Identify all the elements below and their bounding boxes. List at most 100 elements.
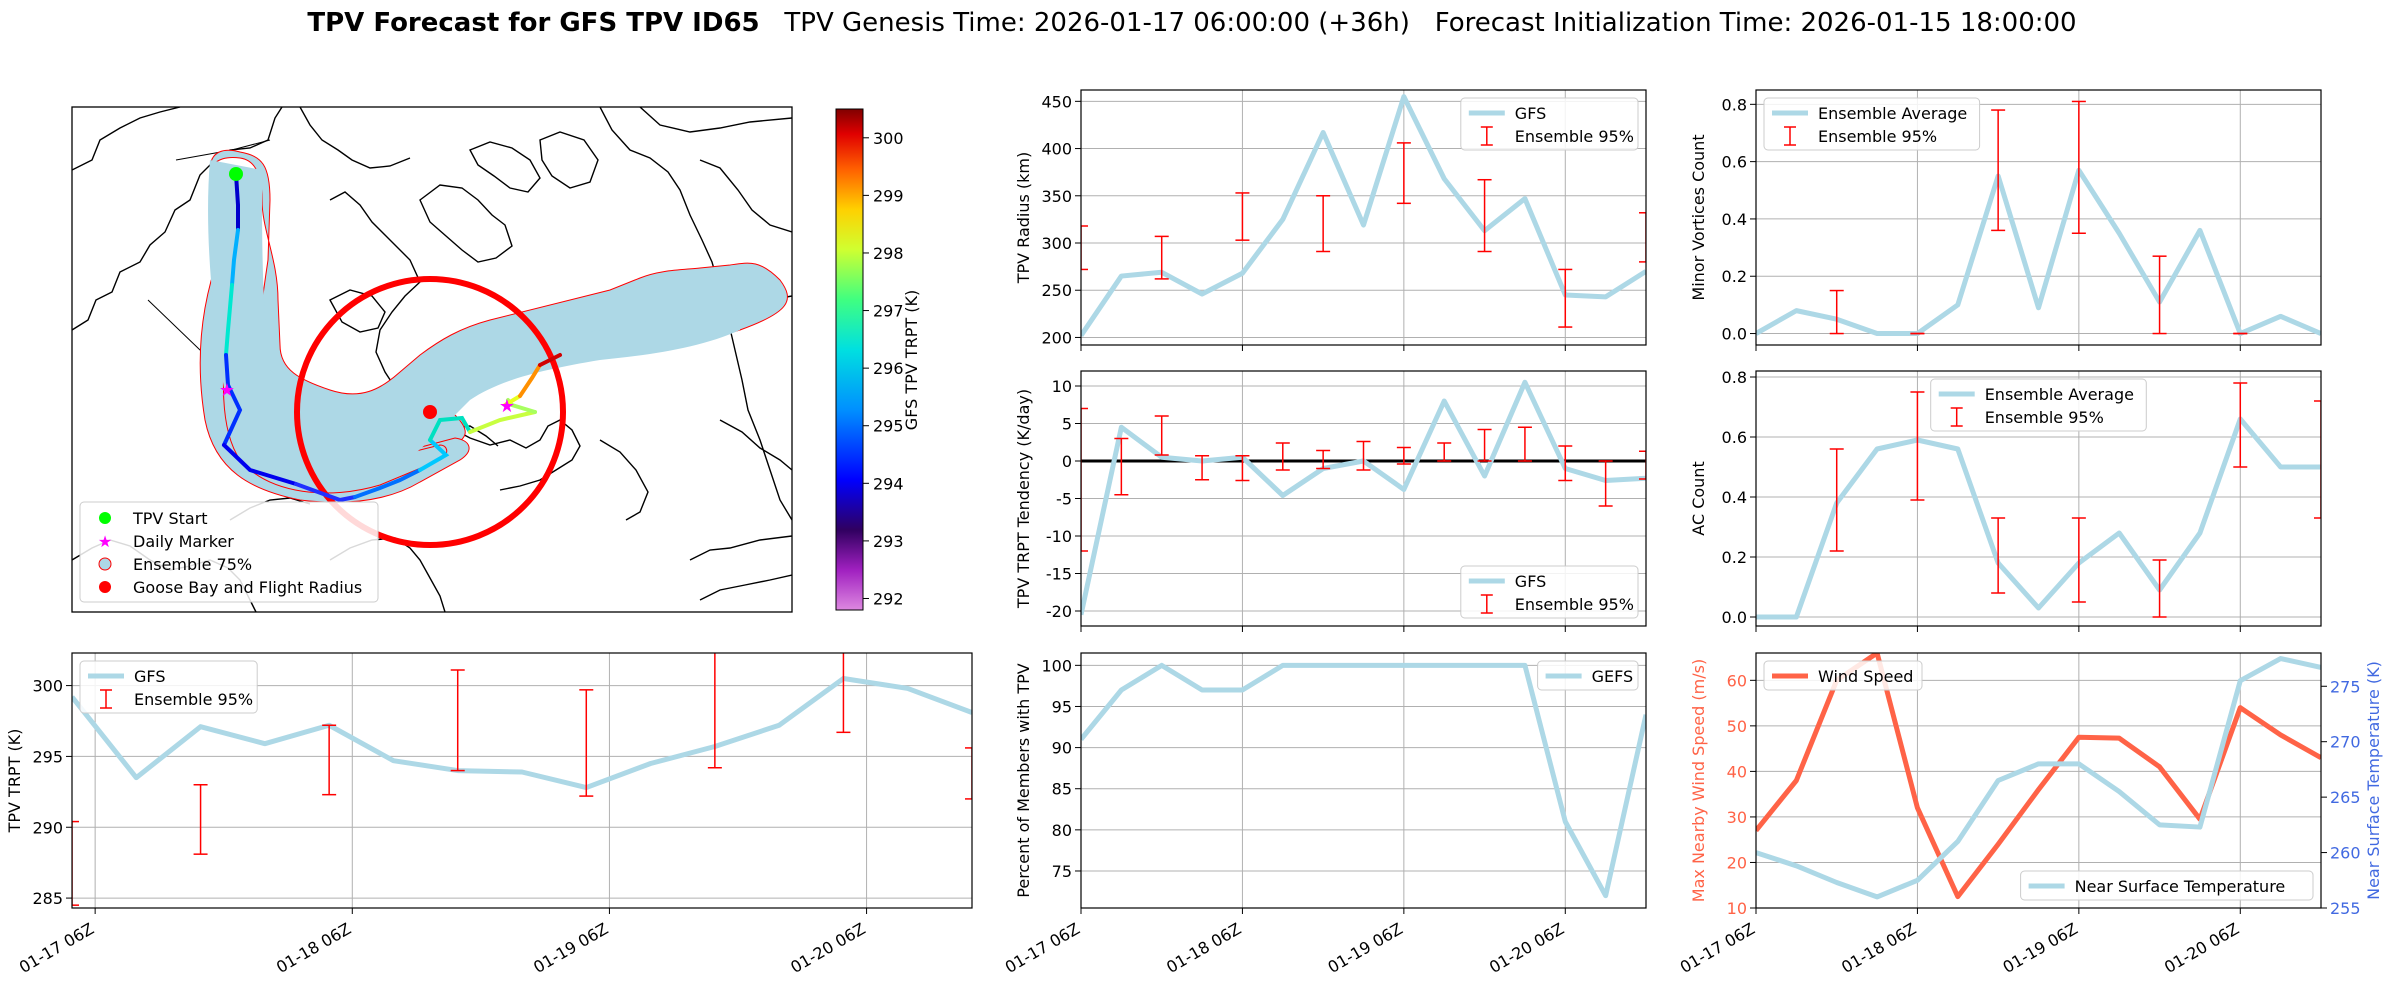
chart-legend: Near Surface Temperature — [2020, 870, 2314, 901]
y-tick-label: 0.6 — [1722, 153, 1747, 172]
legend-label: Ensemble 95% — [134, 690, 253, 709]
y-tick-label: 300 — [32, 677, 63, 696]
x-tick-label: 01-20 06Z — [1486, 919, 1567, 977]
x-tick-label: 01-17 06Z — [16, 919, 97, 977]
y-tick-label: -15 — [1046, 565, 1072, 584]
y-axis-label: TPV TRPT Tendency (K/day) — [1014, 389, 1033, 609]
tpv-start-marker — [229, 167, 243, 181]
flight-radius-circle — [294, 276, 566, 548]
legend-label: Ensemble Average — [1818, 104, 1967, 123]
legend-daily-marker: Daily Marker — [133, 532, 234, 551]
series-line-0 — [1081, 662, 1646, 899]
legend-label: GEFS — [1592, 667, 1634, 686]
axes-frame — [1755, 652, 2322, 909]
y-tick-label: 5 — [1062, 415, 1072, 434]
y-tick-label: 0.8 — [1722, 95, 1747, 114]
y-tick-label: -10 — [1046, 527, 1072, 546]
y-tick-label: 290 — [32, 818, 63, 837]
chart-legend: Wind Speed — [1763, 660, 1923, 691]
series-line-0 — [72, 676, 972, 791]
colorbar-tick-label: 297 — [873, 302, 904, 321]
y-tick-label: 0.0 — [1722, 325, 1747, 344]
map-legend: TPV Start ★ Daily Marker Ensemble 75% Go… — [79, 501, 379, 603]
colorbar-tick-label: 295 — [873, 417, 904, 436]
y-tick-label: 80 — [1052, 821, 1072, 840]
x-tick-label: 01-17 06Z — [1677, 919, 1758, 977]
legend-box — [2020, 870, 2314, 901]
chart-wind_temp: 01-17 06Z 01-18 06Z 01-19 06Z 01-20 06Z 10 20… — [1677, 652, 2383, 977]
series-line-0 — [1756, 167, 2321, 337]
x-tick-label: 01-20 06Z — [2161, 919, 2242, 977]
y-tick-label: 0.2 — [1722, 548, 1747, 567]
y-right-tick-label: 270 — [2330, 733, 2361, 752]
tpv-track — [222, 172, 562, 503]
x-tick-label: 01-19 06Z — [530, 919, 611, 977]
legend-daily-marker-icon: ★ — [98, 532, 112, 551]
x-tick-label: 01-20 06Z — [787, 919, 868, 977]
legend-label: Ensemble 95% — [1515, 127, 1634, 146]
colorbar-tick-label: 299 — [873, 186, 904, 205]
legend-label: Wind Speed — [1818, 667, 1913, 686]
chart-trpt: 01-17 06Z 01-18 06Z 01-19 06Z 01-20 06Z 285 2… — [5, 652, 973, 977]
chart-minor: 0.0 0.2 0.4 0.6 0.8 Minor Vortices Count Ensem… — [1689, 89, 2322, 351]
x-tick-label: 01-18 06Z — [1838, 919, 1919, 977]
legend-tpv-start: TPV Start — [132, 509, 208, 528]
figure-title-bold: TPV Forecast for GFS TPV ID65 — [307, 8, 759, 38]
legend-label: Ensemble 95% — [1985, 408, 2104, 427]
legend-label: GFS — [1515, 572, 1546, 591]
colorbar-label: GFS TPV TRPT (K) — [902, 290, 921, 430]
legend-ensemble-75-icon — [98, 557, 112, 571]
series-line-0 — [1081, 94, 1646, 337]
y-tick-label: 300 — [1041, 234, 1072, 253]
x-tick-label: 01-18 06Z — [273, 919, 354, 977]
y-tick-label: 0 — [1062, 452, 1072, 471]
chart-legend: GEFS — [1537, 660, 1639, 691]
legend-tpv-start-icon — [99, 512, 111, 524]
colorbar: 292 293 294 295 296 297 298 299 300 GFS TPV TRPT… — [835, 108, 921, 611]
track-map: ★ ★ TPV Start ★ Daily Marker Ensemble 75… — [71, 106, 921, 613]
colorbar-ticks: 292 293 294 295 296 297 298 299 300 — [863, 129, 904, 608]
y-tick-label: 200 — [1041, 328, 1072, 347]
y-tick-label: 10 — [1727, 899, 1747, 918]
x-tick-label: 01-18 06Z — [1163, 919, 1244, 977]
colorbar-tick-label: 293 — [873, 532, 904, 551]
legend-box — [79, 660, 258, 714]
legend-box — [1460, 565, 1639, 619]
y-right-tick-label: 265 — [2330, 788, 2361, 807]
series-line-1 — [1756, 656, 2321, 900]
y-right-axis-label: Near Surface Temperature (K) — [2364, 661, 2383, 900]
axes-frame — [1755, 89, 2322, 346]
plot-area — [72, 653, 972, 906]
legend-label: GFS — [134, 667, 165, 686]
chart-radius: 200 250 300 350 400 450 TPV Radius (km) GFS Ense… — [1014, 89, 1647, 351]
y-axis-label: Percent of Members with TPV — [1014, 663, 1033, 897]
chart-legend: GFS Ensemble 95% — [79, 660, 258, 714]
y-tick-label: 40 — [1727, 762, 1747, 781]
axes-frame — [1080, 89, 1647, 346]
y-tick-label: -20 — [1046, 602, 1072, 621]
chart-legend: Ensemble Average Ensemble 95% — [1930, 378, 2147, 432]
y-tick-label: 0.4 — [1722, 210, 1747, 229]
y-tick-label: 90 — [1052, 739, 1072, 758]
figure-title-rest: TPV Genesis Time: 2026-01-17 06:00:00 (+… — [760, 8, 2077, 38]
colorbar-tick-label: 300 — [873, 129, 904, 148]
legend-label: Ensemble Average — [1985, 385, 2134, 404]
legend-label: GFS — [1515, 104, 1546, 123]
colorbar-bar — [835, 108, 864, 611]
y-tick-label: 450 — [1041, 92, 1072, 111]
plot-area — [1081, 379, 1646, 616]
legend-label: Ensemble 95% — [1818, 127, 1937, 146]
y-tick-label: 100 — [1041, 656, 1072, 675]
y-right-tick-label: 260 — [2330, 844, 2361, 863]
y-right-tick-label: 255 — [2330, 899, 2361, 918]
daily-marker-1: ★ — [219, 380, 235, 401]
colorbar-tick-label: 292 — [873, 589, 904, 608]
legend-label: Near Surface Temperature — [2075, 877, 2286, 896]
axes-frame — [71, 652, 973, 909]
y-tick-label: 75 — [1052, 862, 1072, 881]
y-tick-label: 0.2 — [1722, 267, 1747, 286]
legend-box — [1763, 97, 1981, 151]
y-tick-label: 20 — [1727, 853, 1747, 872]
y-tick-label: 0.0 — [1722, 608, 1747, 627]
